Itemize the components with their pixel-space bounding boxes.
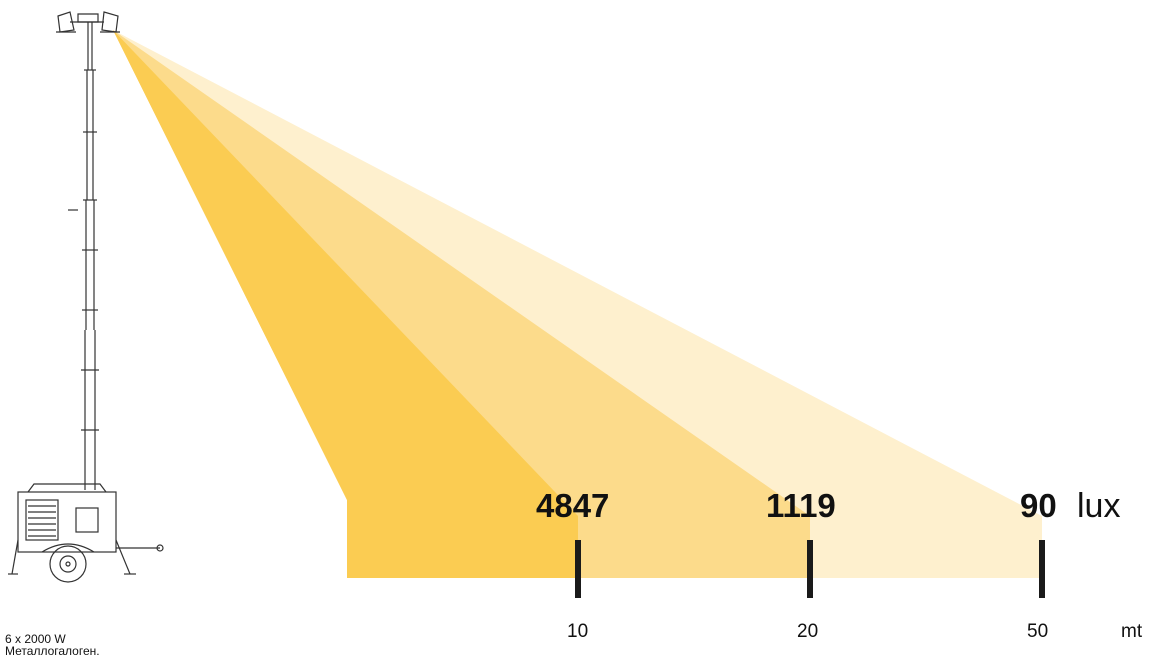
- lighting-tower-trailer-icon: [8, 11, 164, 583]
- distance-tick-50: [1039, 540, 1045, 598]
- distance-unit-label: mt: [1121, 621, 1143, 642]
- lamp-type-spec: Металлогалоген.: [5, 644, 100, 658]
- distance-tick-10: [575, 540, 581, 598]
- beam-near-area: [113, 30, 578, 578]
- lux-unit-label: lux: [1077, 487, 1121, 525]
- power-spec: 6 x 2000 W: [5, 632, 66, 646]
- lux-value-10m: 4847: [536, 487, 610, 524]
- beam-mid-area: [113, 30, 810, 578]
- distance-label-50: 50: [1027, 621, 1049, 642]
- distance-tick-20: [807, 540, 813, 598]
- distance-label-20: 20: [797, 621, 819, 642]
- distance-label-10: 10: [567, 621, 589, 642]
- lux-value-50m: 90: [1020, 487, 1057, 524]
- lux-value-20m: 1119: [766, 487, 836, 524]
